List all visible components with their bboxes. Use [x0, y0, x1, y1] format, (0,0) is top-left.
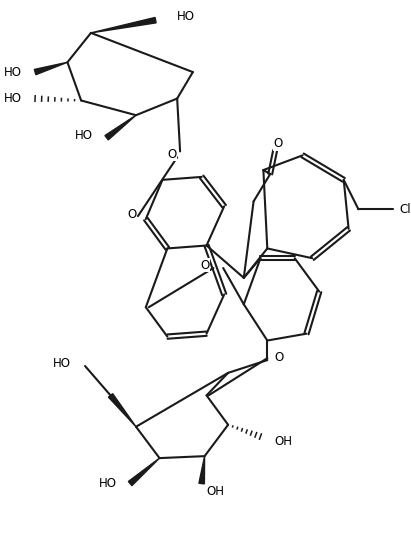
Text: HO: HO	[3, 66, 21, 79]
Text: Cl: Cl	[399, 203, 411, 216]
Polygon shape	[34, 63, 67, 75]
Polygon shape	[199, 456, 205, 484]
Text: O: O	[127, 208, 137, 220]
Text: HO: HO	[177, 10, 195, 23]
Polygon shape	[105, 115, 136, 140]
Polygon shape	[109, 393, 136, 427]
Polygon shape	[91, 17, 156, 33]
Text: O: O	[200, 259, 209, 272]
Text: HO: HO	[98, 477, 116, 490]
Text: HO: HO	[53, 357, 72, 370]
Text: O: O	[273, 137, 283, 150]
Text: OH: OH	[274, 435, 292, 448]
Text: O: O	[168, 148, 177, 161]
Text: HO: HO	[3, 92, 21, 105]
Polygon shape	[128, 458, 159, 486]
Text: HO: HO	[75, 129, 93, 142]
Text: O: O	[275, 351, 284, 364]
Text: OH: OH	[207, 485, 224, 498]
